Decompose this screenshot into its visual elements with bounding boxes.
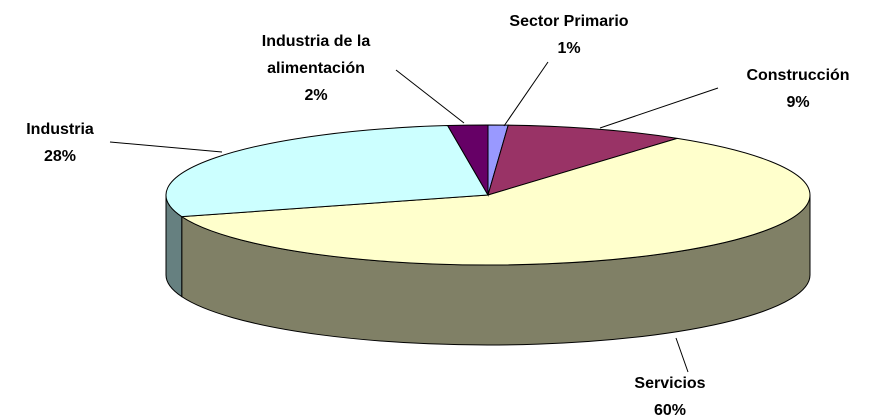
slice-label: Sector Primario <box>509 13 628 30</box>
slice-label: Industria de la alimentación <box>262 33 371 77</box>
slice <box>487 124 678 196</box>
slice-label: Servicios <box>634 375 705 392</box>
slice <box>165 125 489 218</box>
value-label: 9% <box>786 94 809 111</box>
slice <box>446 124 489 197</box>
leader-line <box>675 337 689 373</box>
slice-label: Industria <box>26 121 94 138</box>
leader-line <box>503 61 549 127</box>
slice <box>180 137 811 266</box>
leader-line <box>395 69 465 124</box>
value-label: 1% <box>557 40 580 57</box>
slice-label: Construcción <box>746 67 849 84</box>
value-label: 28% <box>44 148 76 165</box>
leader-line <box>109 141 223 153</box>
value-label: 60% <box>654 402 686 417</box>
value-label: 2% <box>304 87 327 104</box>
leader-line <box>599 87 719 129</box>
